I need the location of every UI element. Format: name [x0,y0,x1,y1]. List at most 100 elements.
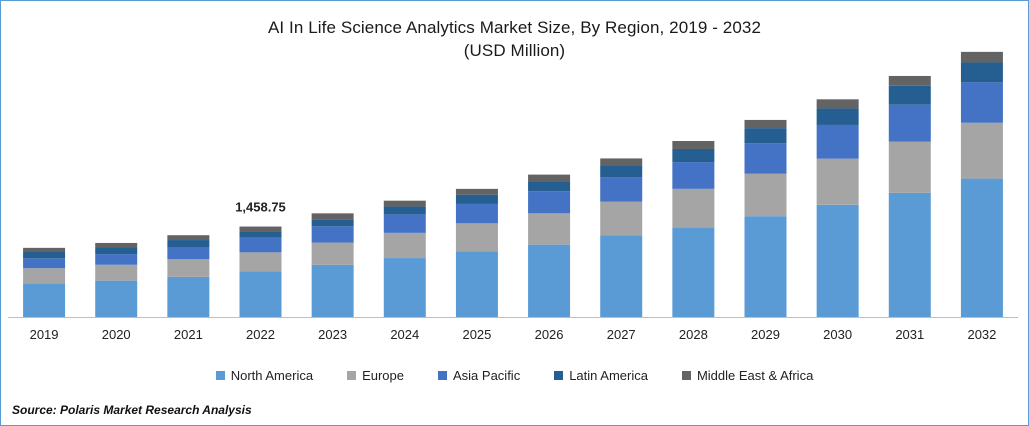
bar-segment-2028-europe [672,188,715,228]
bar-segment-2031-latin-america [888,85,931,105]
bar-segment-2027-north-america [600,235,643,317]
x-tick-label-2023: 2023 [318,327,347,342]
bar-segment-2030-north-america [816,204,859,317]
bar-segment-2022-latin-america [239,231,282,238]
bar-segment-2024-latin-america [383,206,426,215]
legend-item-middle-east-africa: Middle East & Africa [681,368,814,383]
bar-segment-2026-latin-america [528,181,571,192]
legend-swatch-latin-america [554,371,564,380]
bar-segment-2023-latin-america [311,219,354,227]
bar-segment-2025-latin-america [455,194,498,204]
bar-segment-2019-north-america [23,283,66,317]
bar-segment-2020-middle-east-africa [95,242,138,248]
chart-title: AI In Life Science Analytics Market Size… [267,18,762,37]
legend-swatch-middle-east-africa [681,371,691,380]
legend-swatch-europe [347,371,357,380]
bar-segment-2022-europe [239,252,282,272]
legend-label-latin-america: Latin America [569,368,648,383]
bar-segment-2021-asia-pacific [167,247,210,260]
x-tick-label-2019: 2019 [30,327,59,342]
legend-label-middle-east-africa: Middle East & Africa [696,368,814,383]
bar-segment-2021-latin-america [167,240,210,247]
bar-segment-2028-asia-pacific [672,162,715,189]
bar-segment-2028-north-america [672,227,715,317]
bar-segment-2019-europe [23,268,66,284]
bar-segment-2032-north-america [960,178,1003,317]
bar-segment-2027-asia-pacific [600,177,643,202]
chart-legend: North America Europe Asia Pacific Latin Ame… [0,368,1029,383]
legend-item-latin-america: Latin America [554,368,648,383]
bar-segment-2026-north-america [528,244,571,317]
bar-segment-2030-europe [816,158,859,205]
bar-segment-2020-europe [95,264,138,281]
legend-item-asia-pacific: Asia Pacific [438,368,520,383]
bar-segment-2020-asia-pacific [95,254,138,265]
bar-segment-2028-middle-east-africa [672,141,715,149]
bar-segment-2029-north-america [744,216,787,317]
bar-segment-2026-europe [528,213,571,245]
bar-segment-2025-north-america [455,251,498,317]
bar-segment-2030-latin-america [816,108,859,125]
bar-segment-2021-north-america [167,276,210,317]
bar-segment-2022-middle-east-africa [239,226,282,232]
bar-segment-2024-north-america [383,258,426,317]
bar-segment-2031-europe [888,141,931,193]
bar-segment-2023-middle-east-africa [311,213,354,220]
bar-segment-2019-latin-america [23,252,66,259]
bar-segment-2020-latin-america [95,247,138,255]
bar-segment-2027-middle-east-africa [600,158,643,167]
legend-swatch-north-america [215,371,225,380]
bar-segment-2021-europe [167,259,210,277]
bar-segment-2030-middle-east-africa [816,99,859,109]
bar-segment-2032-middle-east-africa [960,51,1003,63]
x-tick-label-2024: 2024 [390,327,419,342]
bar-segment-2025-middle-east-africa [455,188,498,195]
bar-segment-2032-latin-america [960,62,1003,83]
legend-item-europe: Europe [347,368,404,383]
x-tick-label-2027: 2027 [607,327,636,342]
bar-segment-2023-north-america [311,264,354,317]
x-tick-label-2030: 2030 [823,327,852,342]
legend-swatch-asia-pacific [438,371,447,380]
bar-segment-2027-europe [600,201,643,236]
x-tick-label-2026: 2026 [535,327,564,342]
x-tick-label-2028: 2028 [679,327,708,342]
bar-segment-2031-asia-pacific [888,104,931,142]
x-tick-label-2032: 2032 [967,327,996,342]
bar-segment-2032-europe [960,122,1003,179]
bar-segment-2024-europe [383,232,426,259]
x-tick-label-2025: 2025 [462,327,491,342]
x-tick-label-2022: 2022 [246,327,275,342]
bar-segment-2024-asia-pacific [383,214,426,233]
bar-segment-2023-europe [311,242,354,265]
bar-segment-2029-latin-america [744,128,787,144]
bar-segment-2022-north-america [239,271,282,317]
bar-segment-2025-asia-pacific [455,203,498,224]
legend-label-asia-pacific: Asia Pacific [453,368,521,383]
x-tick-label-2029: 2029 [751,327,780,342]
bar-segment-2032-asia-pacific [960,82,1003,123]
bar-segment-2031-north-america [888,192,931,317]
bar-segment-2026-asia-pacific [528,191,571,214]
source-note: Source: Polaris Market Research Analysis [12,403,252,417]
bar-segment-2028-latin-america [672,148,715,163]
bar-segment-2026-middle-east-africa [528,174,571,182]
bar-segment-2020-north-america [95,280,138,317]
bar-segment-2022-asia-pacific [239,237,282,253]
bar-segment-2019-middle-east-africa [23,247,66,253]
bar-segment-2027-latin-america [600,166,643,178]
legend-label-north-america: North America [230,368,314,383]
x-tick-label-2020: 2020 [102,327,131,342]
bar-segment-2029-middle-east-africa [744,119,787,129]
bar-segment-2021-middle-east-africa [167,235,210,241]
bar-segment-2031-middle-east-africa [888,75,931,86]
bar-segment-2029-europe [744,173,787,217]
bar-segment-2025-europe [455,223,498,252]
x-tick-label-2031: 2031 [895,327,924,342]
bar-segment-2019-asia-pacific [23,258,66,269]
bar-segment-2030-asia-pacific [816,124,859,159]
bar-segment-2024-middle-east-africa [383,200,426,207]
x-tick-label-2021: 2021 [174,327,203,342]
data-label-2022: 1,458.75 [235,200,286,215]
